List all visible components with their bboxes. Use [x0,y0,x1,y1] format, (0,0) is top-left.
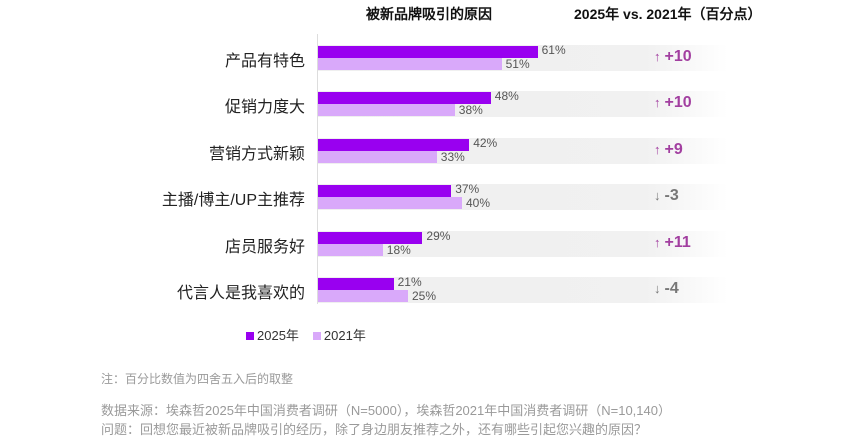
chart-title: 被新品牌吸引的原因 [366,6,492,22]
delta-text: +10 [664,48,692,65]
y-axis-line [317,34,318,304]
value-label-2021: 38% [458,103,483,118]
bar-2021 [318,104,455,117]
value-label-2021: 40% [466,196,491,211]
arrow-up-icon: ↑ [654,141,661,157]
value-label-2025: 37% [455,182,480,197]
value-label-2021: 51% [505,57,530,71]
delta-value: ↓ -4 [654,280,679,298]
delta-text: -4 [664,280,679,297]
bar-2025 [318,138,470,151]
bar-2021 [318,150,437,163]
category-label: 代言人是我喜欢的 [176,285,305,302]
delta-value: ↓ -3 [654,187,679,205]
delta-value: ↑ +9 [654,141,683,159]
bar-2025 [318,92,491,105]
bar-2025 [318,46,538,58]
delta-value: ↑ +11 [654,234,691,252]
value-label-2021: 33% [440,149,465,164]
value-label-2025: 21% [397,275,422,289]
delta-text: +10 [664,94,692,112]
bar-2021 [318,290,408,302]
bar-2025 [318,185,452,198]
category-label: 营销方式新颖 [208,145,305,163]
category-label: 主播/博主/UP主推荐 [161,192,305,210]
delta-text: +9 [664,140,683,158]
value-label-2025: 61% [541,43,566,57]
category-label: 产品有特色 [224,53,305,70]
arrow-up-icon: ↑ [654,95,661,111]
delta-value: ↑ +10 [654,48,692,66]
value-label-2021: 25% [412,289,437,303]
arrow-up-icon: ↑ [654,234,661,250]
category-label: 促销力度大 [224,99,305,117]
survey-question: 问题：回想您最近被新品牌吸引的经历，除了身边朋友推荐之外，还有哪些引起您兴趣的原… [101,422,648,437]
footnote: 注：百分比数值为四舍五入后的取整 [101,372,294,386]
bar-2025 [318,231,423,244]
arrow-up-icon: ↑ [654,49,661,64]
value-label-2025: 42% [473,135,498,150]
arrow-down-icon: ↓ [654,188,661,204]
value-label-2021: 18% [386,242,411,257]
bar-2021 [318,58,502,70]
category-label: 店员服务好 [224,238,305,256]
delta-value: ↑ +10 [654,94,692,112]
delta-text: -3 [664,187,679,205]
value-label-2025: 48% [494,89,519,104]
data-source: 数据来源：埃森哲2025年中国消费者调研（N=5000），埃森哲2021年中国消… [101,403,671,418]
bar-2021 [318,197,462,210]
bar-2021 [318,243,383,256]
delta-title: 2025年 vs. 2021年（百分点） [574,6,762,22]
bar-2025 [318,278,394,290]
legend-item-2021: 2021年 [312,325,366,344]
legend: 2025年 2021年 [246,325,366,344]
legend-item-2025: 2025年 [246,325,299,344]
value-label-2025: 29% [426,228,451,243]
delta-text: +11 [664,233,691,251]
arrow-down-icon: ↓ [654,281,661,296]
